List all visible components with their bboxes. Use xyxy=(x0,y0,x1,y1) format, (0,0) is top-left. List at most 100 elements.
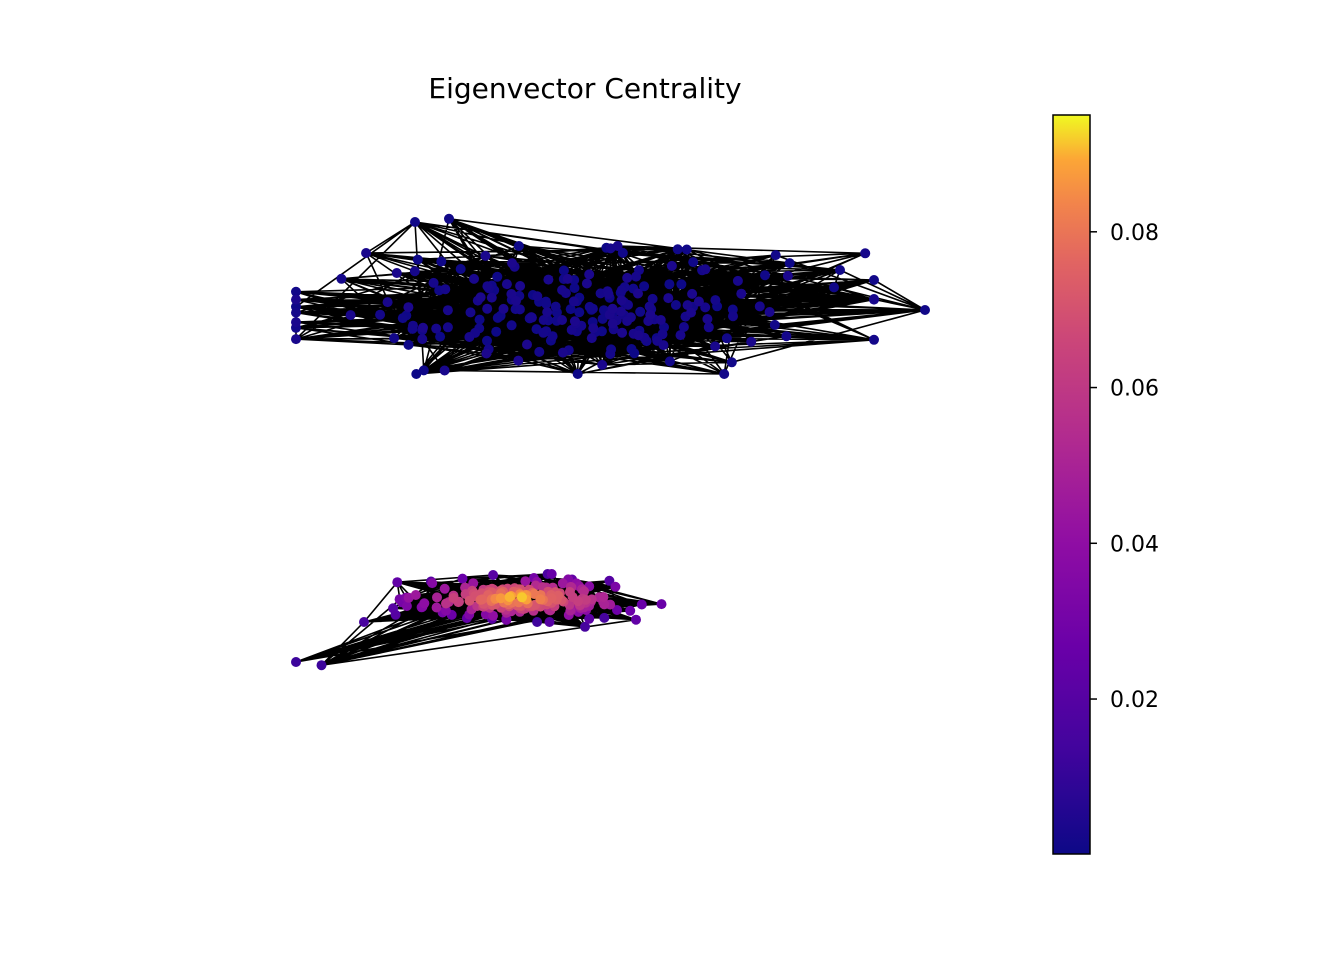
graph-node xyxy=(557,578,568,589)
graph-node xyxy=(616,285,627,296)
graph-node xyxy=(431,323,442,334)
graph-node xyxy=(586,333,597,344)
graph-node xyxy=(543,274,554,285)
graph-node xyxy=(700,264,711,275)
graph-node xyxy=(829,282,839,293)
graph-node xyxy=(681,244,692,255)
graph-node xyxy=(507,258,518,269)
graph-node xyxy=(633,288,643,299)
graph-node xyxy=(465,307,476,318)
graph-node xyxy=(522,339,532,350)
graph-node xyxy=(492,312,503,323)
graph-node xyxy=(746,336,757,347)
graph-node xyxy=(670,300,681,310)
graph-node xyxy=(410,590,421,600)
graph-node xyxy=(491,326,502,337)
graph-node xyxy=(565,304,576,315)
graph-node xyxy=(629,348,640,359)
graph-node xyxy=(693,296,704,307)
graph-node xyxy=(431,602,442,613)
graph-node xyxy=(687,288,698,299)
graph-node xyxy=(610,581,621,592)
graph-node xyxy=(464,595,475,606)
graph-node xyxy=(504,592,515,602)
graph-node xyxy=(291,657,301,667)
graph-node xyxy=(573,596,584,607)
graph-node xyxy=(721,333,732,344)
graph-node xyxy=(647,293,658,304)
graph-node xyxy=(392,577,403,588)
graph-node xyxy=(688,257,699,268)
graph-node xyxy=(417,334,428,345)
graph-node xyxy=(526,312,537,323)
graph-node xyxy=(382,297,393,308)
graph-node xyxy=(686,307,696,318)
graph-node xyxy=(412,254,423,265)
graph-node xyxy=(345,310,356,321)
graph-node xyxy=(769,319,780,330)
graph-node xyxy=(728,311,738,322)
graph-node xyxy=(419,598,430,609)
graph-node xyxy=(726,357,737,368)
graph-node xyxy=(631,614,641,625)
graph-node xyxy=(599,612,610,623)
graph-node xyxy=(558,265,569,276)
graph-node xyxy=(700,302,711,313)
graph-node xyxy=(644,301,655,312)
graph-node xyxy=(409,266,420,277)
graph-node xyxy=(663,293,674,304)
graph-node xyxy=(291,317,301,328)
graph-node xyxy=(541,298,552,309)
graph-node xyxy=(564,587,575,597)
graph-node xyxy=(645,309,656,320)
graph-node xyxy=(581,278,592,289)
graph-node xyxy=(760,270,770,281)
graph-node xyxy=(617,247,628,258)
graph-node xyxy=(513,241,524,251)
graph-node xyxy=(291,286,301,297)
graph-node xyxy=(616,295,627,306)
graph-node xyxy=(515,281,526,291)
graph-node xyxy=(403,302,414,313)
graph-node xyxy=(506,320,517,331)
graph-node xyxy=(860,248,871,259)
colorbar-gradient xyxy=(1052,114,1091,855)
graph-node xyxy=(835,265,845,275)
graph-node xyxy=(442,305,453,316)
graph-node xyxy=(580,621,590,632)
graph-node xyxy=(532,617,543,627)
graph-node xyxy=(754,301,765,312)
graph-node xyxy=(501,279,512,290)
graph-node xyxy=(532,291,543,302)
graph-node xyxy=(781,331,792,342)
graph-node xyxy=(482,281,493,292)
graph-node xyxy=(580,594,591,605)
graph-node xyxy=(388,603,399,614)
graph-node xyxy=(442,322,453,333)
graph-node xyxy=(547,331,558,342)
graph-node xyxy=(869,275,879,285)
graph-node xyxy=(441,605,451,616)
graph-node xyxy=(432,592,442,603)
graph-node xyxy=(557,315,567,325)
graph-node xyxy=(475,292,486,303)
graph-node xyxy=(598,592,609,602)
graph-node xyxy=(359,617,369,627)
graph-node xyxy=(639,281,650,292)
graph-node xyxy=(477,594,488,605)
graph-node xyxy=(520,576,531,587)
graph-node xyxy=(397,313,408,324)
graph-node xyxy=(605,349,616,359)
colorbar-ticks: 0.02 0.04 0.06 0.08 xyxy=(1090,221,1159,713)
graph-node xyxy=(764,307,775,317)
graph-node xyxy=(498,303,509,314)
graph-node xyxy=(486,292,497,303)
graph-node xyxy=(574,307,585,318)
graph-node xyxy=(635,306,646,317)
graph-node xyxy=(514,304,525,315)
graph-node xyxy=(291,294,301,305)
graph-node xyxy=(441,598,451,609)
graph-node xyxy=(607,318,618,329)
graph-node xyxy=(444,213,454,224)
